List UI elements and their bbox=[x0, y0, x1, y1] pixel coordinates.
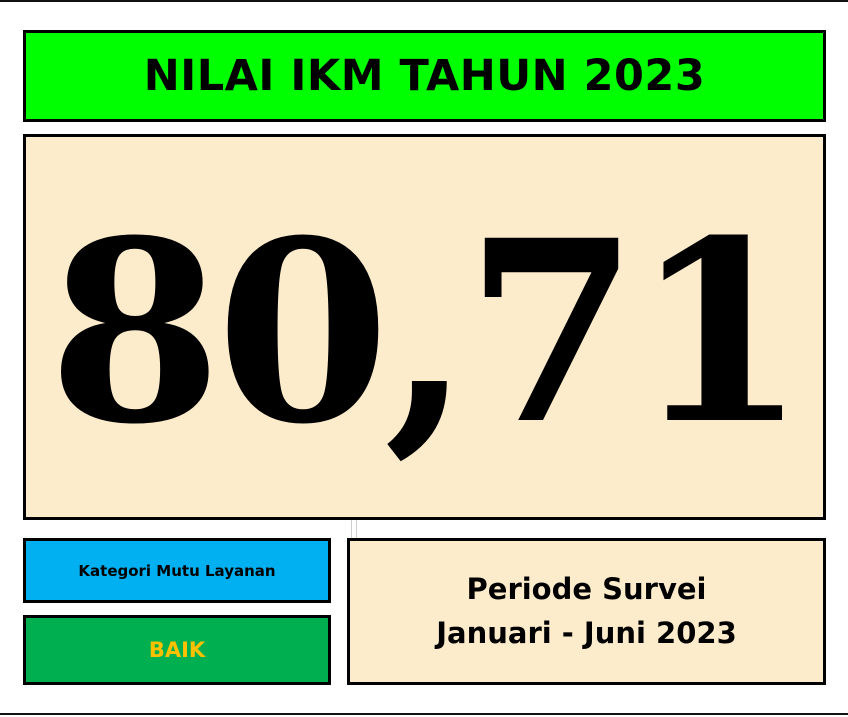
score-panel: 80,71 bbox=[23, 134, 826, 520]
divider-line bbox=[351, 520, 357, 538]
top-rule bbox=[0, 0, 848, 2]
title-banner: NILAI IKM TAHUN 2023 bbox=[23, 30, 826, 122]
kategori-value-box: BAIK bbox=[23, 615, 331, 685]
periode-panel: Periode Survei Januari - Juni 2023 bbox=[347, 538, 826, 685]
periode-range: Januari - Juni 2023 bbox=[436, 615, 737, 650]
kategori-label-box: Kategori Mutu Layanan bbox=[23, 538, 331, 603]
periode-label: Periode Survei bbox=[466, 572, 707, 606]
kategori-label: Kategori Mutu Layanan bbox=[78, 561, 276, 580]
page-title: NILAI IKM TAHUN 2023 bbox=[143, 51, 706, 101]
ikm-score-value: 80,71 bbox=[48, 185, 807, 479]
kategori-value: BAIK bbox=[148, 638, 206, 662]
bottom-rule bbox=[0, 713, 848, 715]
